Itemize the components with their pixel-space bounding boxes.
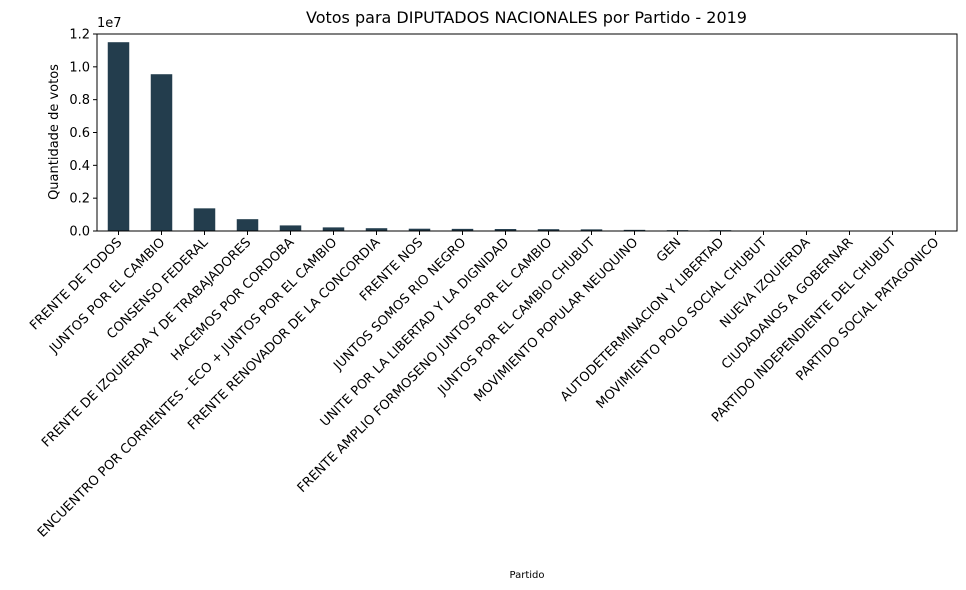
y-tick-label: 0.6 bbox=[69, 126, 90, 141]
bar bbox=[580, 229, 603, 231]
bar bbox=[537, 229, 560, 231]
plot-frame bbox=[96, 33, 958, 232]
bar bbox=[365, 228, 388, 231]
y-tick-label: 0.8 bbox=[69, 93, 90, 108]
x-axis-label: Partido bbox=[510, 570, 545, 581]
bar bbox=[322, 227, 345, 231]
y-axis: 0.0 0.2 0.4 0.6 0.8 1.0 1.2 bbox=[69, 28, 97, 240]
bar bbox=[193, 208, 216, 231]
bar bbox=[150, 74, 173, 232]
x-tick-label: JUNTOS POR EL CAMBIO CHUBUT bbox=[435, 235, 599, 399]
bar bbox=[236, 219, 259, 231]
y-tick-label: 1.2 bbox=[69, 28, 90, 43]
bar bbox=[451, 228, 474, 231]
bar bbox=[494, 229, 517, 231]
x-tick-label: GEN bbox=[654, 235, 684, 265]
y-tick-label: 0.2 bbox=[69, 192, 90, 207]
bar bbox=[279, 225, 302, 231]
chart-title: Votos para DIPUTADOS NACIONALES por Part… bbox=[306, 8, 747, 27]
y-tick-label: 1.0 bbox=[69, 60, 90, 75]
y-axis-label: Quantidade de votos bbox=[47, 64, 62, 200]
y-axis-offset-label: 1e7 bbox=[97, 16, 122, 31]
bar bbox=[408, 228, 431, 231]
bars-group bbox=[107, 42, 947, 232]
y-tick-label: 0.4 bbox=[69, 159, 90, 174]
bar bbox=[623, 229, 646, 231]
bar bbox=[107, 42, 130, 232]
y-tick-label: 0.0 bbox=[69, 225, 90, 240]
